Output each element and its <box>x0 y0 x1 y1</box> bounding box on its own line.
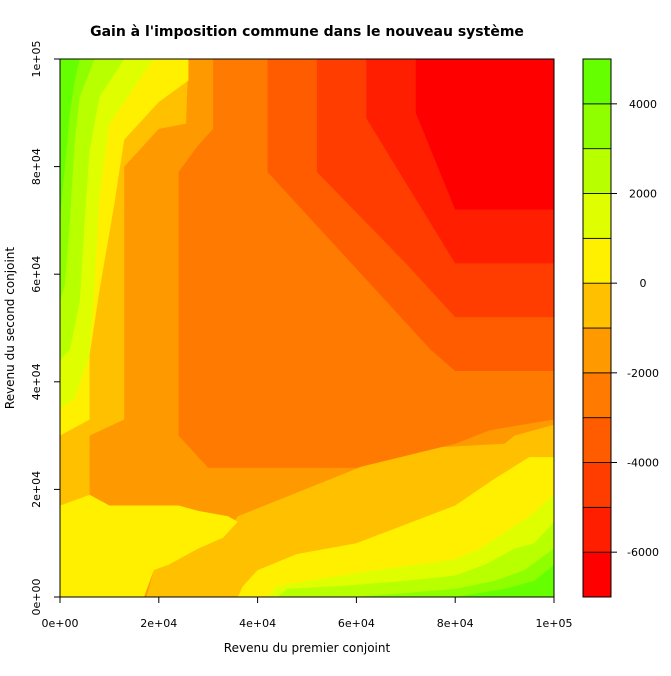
colorbar-tick-label: -4000 <box>627 457 659 470</box>
colorbar-frame <box>582 58 612 598</box>
contour-region-17 <box>455 564 554 597</box>
x-axis-label: Revenu du premier conjoint <box>224 641 391 655</box>
x-tick-label: 4e+04 <box>239 617 276 630</box>
contour-region-12 <box>60 59 80 221</box>
contour-region-10 <box>60 59 125 361</box>
x-tick-label: 8e+04 <box>437 617 474 630</box>
x-tick-label: 6e+04 <box>338 617 375 630</box>
colorbar-swatch <box>582 506 612 553</box>
y-tick-label: 4e+04 <box>30 363 43 400</box>
y-tick-label: 6e+04 <box>30 256 43 293</box>
colorbar-swatch <box>582 327 612 374</box>
y-tick-label: 8e+04 <box>30 148 43 185</box>
x-tick-label: 2e+04 <box>140 617 177 630</box>
colorbar-swatch <box>582 103 612 150</box>
contour-region-15 <box>277 521 554 597</box>
y-tick-label: 0e+00 <box>30 579 43 616</box>
colorbar-swatch <box>582 193 612 239</box>
colorbar-tick-label: 4000 <box>629 98 657 111</box>
y-axis: 0e+00 2e+04 4e+04 6e+04 8e+04 1e+05 <box>30 41 60 616</box>
plot-frame <box>59 58 555 598</box>
colorbar-swatch <box>582 551 612 598</box>
colorbar-swatch <box>582 417 612 463</box>
colorbar-tick-label: 2000 <box>629 188 657 201</box>
colorbar-swatch <box>582 148 612 194</box>
colorbar-tick-label: -2000 <box>627 367 659 380</box>
x-axis: 0e+00 2e+04 4e+04 6e+04 8e+04 1e+05 <box>42 597 573 630</box>
colorbar: -6000 -4000 -2000 0 2000 4000 <box>582 58 659 598</box>
colorbar-swatch <box>582 462 612 508</box>
colorbar-swatch <box>582 58 612 105</box>
y-tick-label: 2e+04 <box>30 471 43 508</box>
contour-region-6 <box>415 59 554 210</box>
colorbar-swatch <box>582 282 612 329</box>
colorbar-tick-label: -6000 <box>627 546 659 559</box>
y-axis-label: Revenu du second conjoint <box>3 247 17 410</box>
x-tick-label: 0e+00 <box>42 617 79 630</box>
colorbar-swatch <box>582 237 612 284</box>
y-tick-label: 1e+05 <box>30 41 43 78</box>
chart-title: Gain à l'imposition commune dans le nouv… <box>90 24 524 40</box>
x-tick-label: 1e+05 <box>536 617 573 630</box>
plot-area <box>59 58 555 598</box>
colorbar-swatch <box>582 372 612 419</box>
contour-region-18 <box>60 494 238 597</box>
colorbar-tick-label: 0 <box>640 277 647 290</box>
contour-region-16 <box>356 548 554 597</box>
